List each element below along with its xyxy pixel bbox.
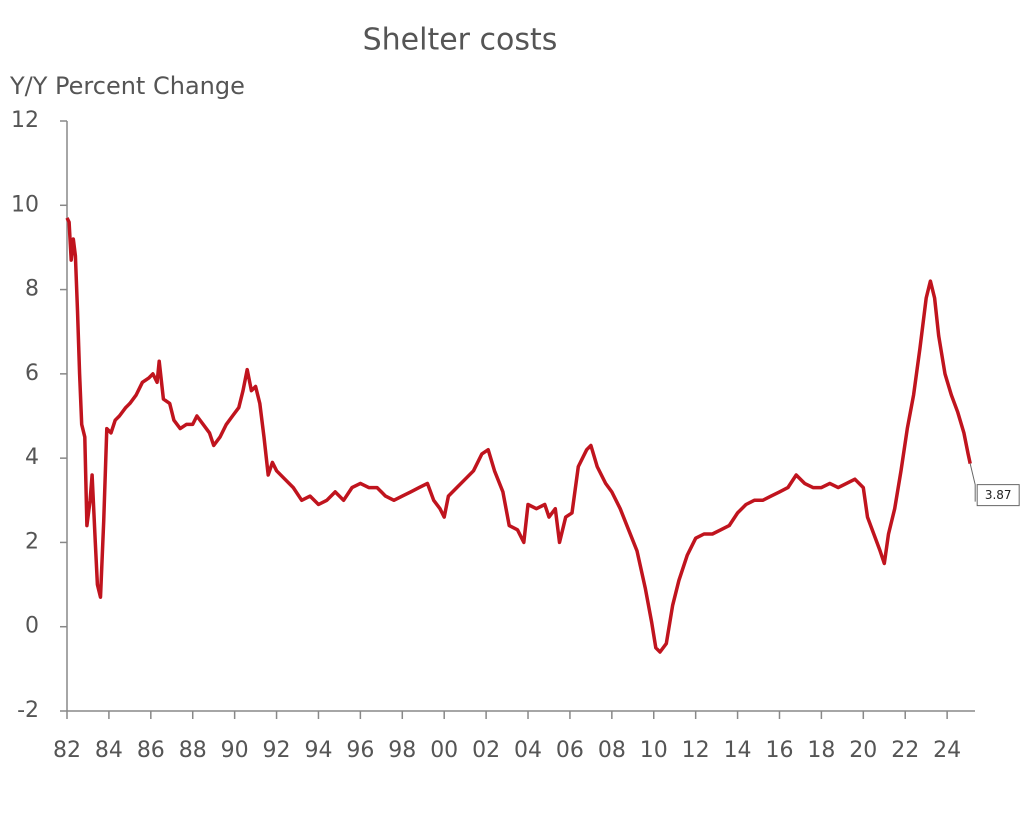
y-tick-label: 6: [25, 361, 39, 386]
x-tick-label: 12: [682, 738, 710, 763]
x-tick-label: 16: [765, 738, 793, 763]
y-tick-label: -2: [17, 698, 39, 723]
x-tick-label: 10: [640, 738, 668, 763]
x-tick-label: 94: [304, 738, 332, 763]
x-tick-label: 24: [933, 738, 961, 763]
x-tick-label: 86: [137, 738, 165, 763]
x-tick-label: 82: [53, 738, 81, 763]
last-value-label: 3.87: [985, 488, 1012, 502]
x-tick-label: 90: [221, 738, 249, 763]
y-tick-label: 2: [25, 529, 39, 554]
x-tick-label: 18: [807, 738, 835, 763]
y-tick-label: 10: [11, 192, 39, 217]
x-tick-label: 98: [388, 738, 416, 763]
x-tick-label: 84: [95, 738, 123, 763]
x-tick-label: 08: [598, 738, 626, 763]
chart-title: Shelter costs: [363, 23, 558, 58]
x-tick-label: 00: [430, 738, 458, 763]
y-tick-label: 12: [11, 108, 39, 133]
x-tick-label: 20: [849, 738, 877, 763]
x-tick-label: 88: [179, 738, 207, 763]
x-tick-label: 92: [263, 738, 291, 763]
x-tick-label: 02: [472, 738, 500, 763]
x-tick-label: 22: [891, 738, 919, 763]
x-tick-label: 96: [346, 738, 374, 763]
y-tick-label: 8: [25, 277, 39, 302]
x-tick-label: 04: [514, 738, 542, 763]
data-line: [65, 217, 972, 654]
y-tick-label: 0: [25, 614, 39, 639]
callout-leader: [969, 463, 976, 502]
x-tick-label: 14: [724, 738, 752, 763]
y-axis-label: Y/Y Percent Change: [9, 72, 245, 100]
callout-box: [976, 484, 1020, 507]
x-tick-label: 06: [556, 738, 584, 763]
y-tick-label: 4: [25, 445, 39, 470]
